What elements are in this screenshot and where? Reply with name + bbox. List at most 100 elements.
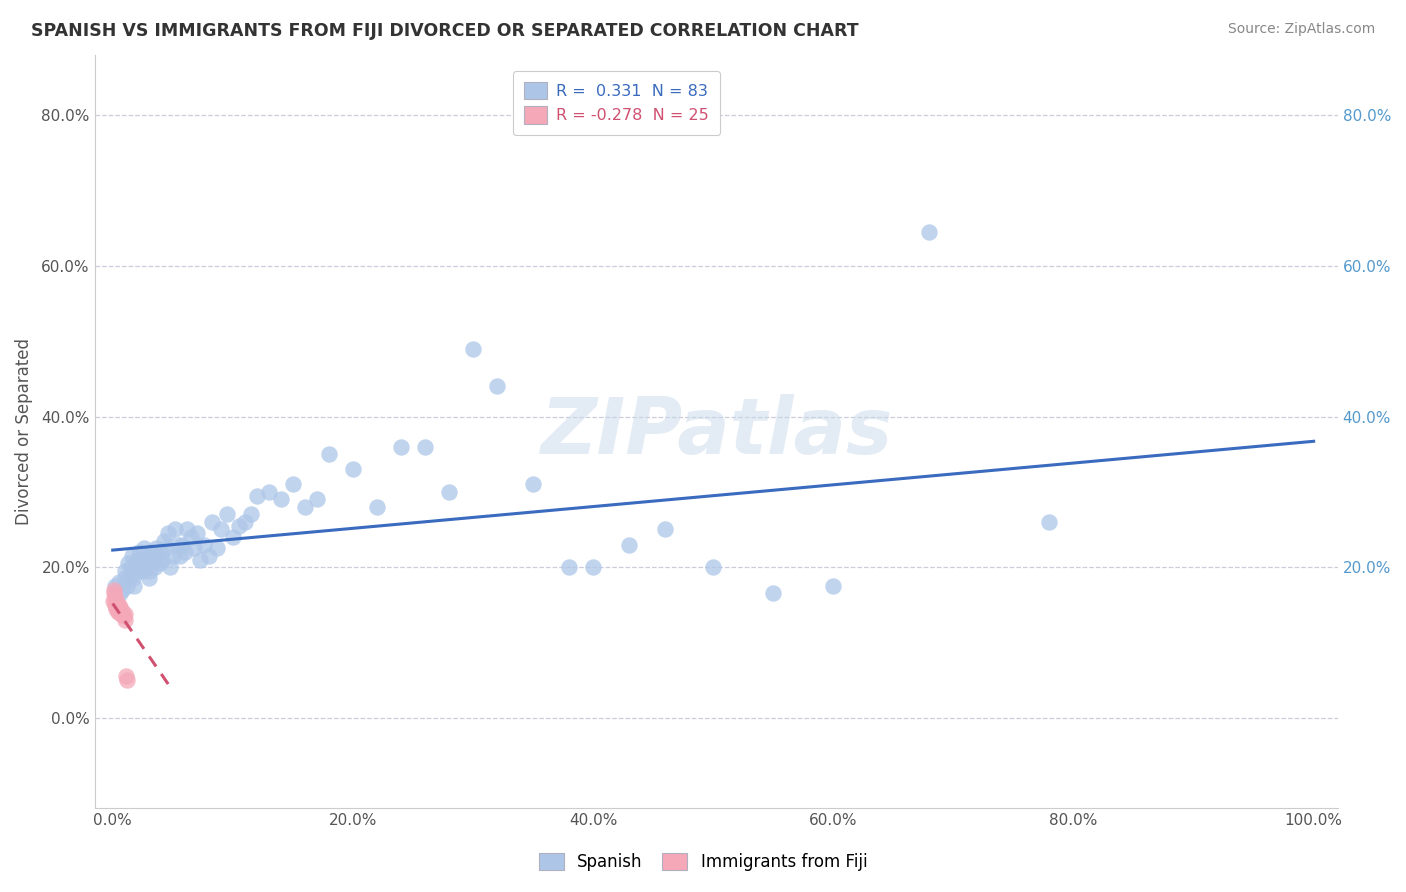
Point	[138, 571, 160, 585]
Point	[437, 484, 460, 499]
Text: Source: ZipAtlas.com: Source: ZipAtlas.com	[1227, 22, 1375, 37]
Point	[124, 579, 146, 593]
Point	[270, 492, 292, 507]
Point	[209, 523, 232, 537]
Point	[132, 541, 155, 556]
Point	[139, 564, 162, 578]
Point	[143, 560, 166, 574]
Point	[153, 533, 176, 548]
Point	[117, 557, 139, 571]
Point	[294, 500, 316, 514]
Point	[205, 541, 228, 556]
Point	[461, 342, 484, 356]
Point	[823, 579, 845, 593]
Point	[197, 549, 219, 563]
Point	[148, 557, 170, 571]
Point	[186, 526, 208, 541]
Point	[201, 515, 224, 529]
Point	[233, 515, 256, 529]
Point	[110, 601, 132, 615]
Point	[115, 673, 138, 687]
Point	[108, 601, 131, 615]
Point	[103, 582, 125, 597]
Point	[522, 477, 544, 491]
Point	[169, 549, 191, 563]
Point	[105, 598, 128, 612]
Y-axis label: Divorced or Separated: Divorced or Separated	[15, 338, 32, 525]
Point	[246, 489, 269, 503]
Point	[101, 594, 124, 608]
Point	[125, 552, 148, 566]
Point	[114, 613, 136, 627]
Point	[114, 564, 136, 578]
Point	[122, 571, 145, 585]
Point	[617, 537, 640, 551]
Point	[918, 225, 941, 239]
Point	[115, 669, 138, 683]
Point	[148, 549, 170, 563]
Point	[342, 462, 364, 476]
Point	[121, 549, 143, 563]
Point	[485, 379, 508, 393]
Point	[120, 567, 142, 582]
Point	[138, 552, 160, 566]
Point	[107, 598, 129, 612]
Point	[155, 541, 177, 556]
Point	[105, 594, 128, 608]
Point	[190, 552, 212, 566]
Point	[228, 518, 250, 533]
Point	[141, 552, 163, 566]
Point	[111, 605, 134, 619]
Point	[222, 530, 245, 544]
Point	[558, 560, 581, 574]
Point	[702, 560, 724, 574]
Text: SPANISH VS IMMIGRANTS FROM FIJI DIVORCED OR SEPARATED CORRELATION CHART: SPANISH VS IMMIGRANTS FROM FIJI DIVORCED…	[31, 22, 859, 40]
Point	[582, 560, 605, 574]
Point	[107, 601, 129, 615]
Point	[132, 557, 155, 571]
Point	[104, 591, 127, 605]
Point	[281, 477, 304, 491]
Point	[134, 560, 156, 574]
Point	[103, 586, 125, 600]
Point	[125, 560, 148, 574]
Point	[413, 440, 436, 454]
Point	[389, 440, 412, 454]
Point	[104, 594, 127, 608]
Point	[173, 545, 195, 559]
Point	[1038, 515, 1060, 529]
Point	[156, 526, 179, 541]
Point	[762, 586, 785, 600]
Point	[129, 552, 152, 566]
Point	[104, 598, 127, 612]
Point	[165, 523, 187, 537]
Point	[114, 571, 136, 585]
Point	[111, 582, 134, 597]
Point	[105, 601, 128, 615]
Point	[112, 609, 135, 624]
Point	[107, 605, 129, 619]
Point	[139, 545, 162, 559]
Point	[145, 541, 167, 556]
Point	[107, 575, 129, 590]
Point	[215, 508, 238, 522]
Point	[135, 549, 157, 563]
Point	[162, 549, 184, 563]
Point	[176, 523, 198, 537]
Point	[257, 484, 280, 499]
Point	[166, 537, 188, 551]
Point	[104, 579, 127, 593]
Point	[107, 601, 129, 615]
Point	[120, 560, 142, 574]
Point	[115, 579, 138, 593]
Text: ZIPatlas: ZIPatlas	[540, 393, 893, 469]
Point	[110, 607, 132, 621]
Point	[239, 508, 262, 522]
Point	[108, 605, 131, 619]
Legend: Spanish, Immigrants from Fiji: Spanish, Immigrants from Fiji	[530, 845, 876, 880]
Legend: R =  0.331  N = 83, R = -0.278  N = 25: R = 0.331 N = 83, R = -0.278 N = 25	[513, 70, 720, 135]
Point	[114, 607, 136, 621]
Point	[107, 598, 129, 612]
Point	[180, 530, 202, 544]
Point	[305, 492, 328, 507]
